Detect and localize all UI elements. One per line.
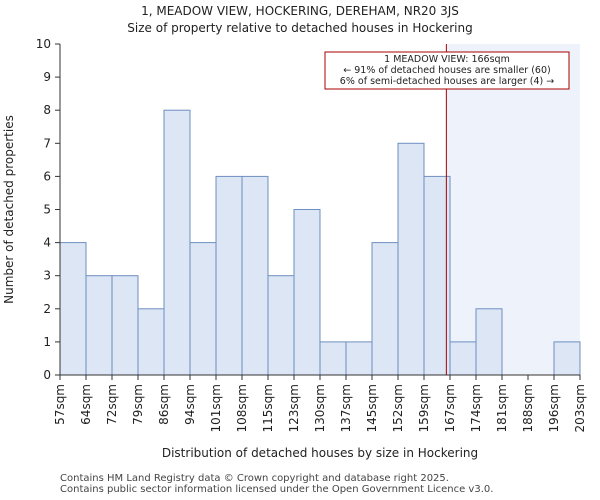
y-tick-label: 7 — [43, 136, 51, 150]
bar — [85, 275, 113, 376]
x-tick-label: 159sqm — [417, 384, 431, 432]
bar — [553, 341, 581, 376]
bar — [397, 142, 425, 376]
x-tick-label: 203sqm — [573, 384, 587, 432]
y-tick-label: 4 — [43, 236, 51, 250]
bar — [371, 242, 399, 376]
bar — [241, 175, 269, 376]
x-tick-label: 196sqm — [547, 384, 561, 432]
bar — [111, 275, 139, 376]
x-axis-label: Distribution of detached houses by size … — [162, 446, 478, 460]
annotation-box — [324, 51, 570, 90]
y-tick-label: 10 — [36, 37, 51, 51]
footer-copyright: Contains HM Land Registry data © Crown c… — [60, 473, 449, 484]
x-tick-label: 123sqm — [287, 384, 301, 432]
y-tick-label: 2 — [43, 302, 51, 316]
bar — [475, 308, 503, 376]
x-tick-label: 174sqm — [469, 384, 483, 432]
bar — [423, 175, 451, 376]
chart-subtitle: Size of property relative to detached ho… — [127, 21, 473, 35]
x-tick-label: 145sqm — [365, 384, 379, 432]
annotation-line: 1 MEADOW VIEW: 166sqm — [384, 54, 510, 65]
footer-licence: Contains public sector information licen… — [60, 484, 494, 495]
bar — [215, 175, 243, 376]
x-tick-label: 64sqm — [79, 384, 93, 425]
x-tick-label: 181sqm — [495, 384, 509, 432]
x-tick-label: 188sqm — [521, 384, 535, 432]
bar — [59, 242, 87, 376]
x-tick-label: 86sqm — [157, 384, 171, 425]
y-tick-label: 3 — [43, 269, 51, 283]
annotation-line: 6% of semi-detached houses are larger (4… — [340, 76, 554, 87]
x-tick-label: 152sqm — [391, 384, 405, 432]
annotation-line: ← 91% of detached houses are smaller (60… — [343, 65, 550, 76]
x-tick-label: 108sqm — [235, 384, 249, 432]
y-tick-label: 5 — [43, 203, 51, 217]
bar — [345, 341, 373, 376]
x-tick-label: 115sqm — [261, 384, 275, 432]
bar — [137, 308, 165, 376]
y-axis-label: Number of detached properties — [2, 115, 16, 304]
x-tick-label: 167sqm — [443, 384, 457, 432]
x-tick-label: 79sqm — [131, 384, 145, 425]
x-tick-label: 72sqm — [105, 384, 119, 425]
bar — [319, 341, 347, 376]
bar — [163, 109, 191, 376]
y-tick-label: 0 — [43, 368, 51, 382]
bar — [189, 242, 217, 376]
y-tick-label: 9 — [43, 70, 51, 84]
chart-title: 1, MEADOW VIEW, HOCKERING, DEREHAM, NR20… — [141, 4, 459, 18]
x-tick-label: 101sqm — [209, 384, 223, 432]
x-tick-label: 94sqm — [183, 384, 197, 425]
bar — [293, 209, 321, 376]
x-tick-label: 57sqm — [53, 384, 67, 425]
highlight-region — [446, 44, 580, 375]
y-tick-label: 6 — [43, 169, 51, 183]
y-tick-label: 1 — [43, 335, 51, 349]
x-tick-label: 130sqm — [313, 384, 327, 432]
bar — [267, 275, 295, 376]
y-tick-label: 8 — [43, 103, 51, 117]
x-tick-label: 137sqm — [339, 384, 353, 432]
bar — [449, 341, 477, 376]
